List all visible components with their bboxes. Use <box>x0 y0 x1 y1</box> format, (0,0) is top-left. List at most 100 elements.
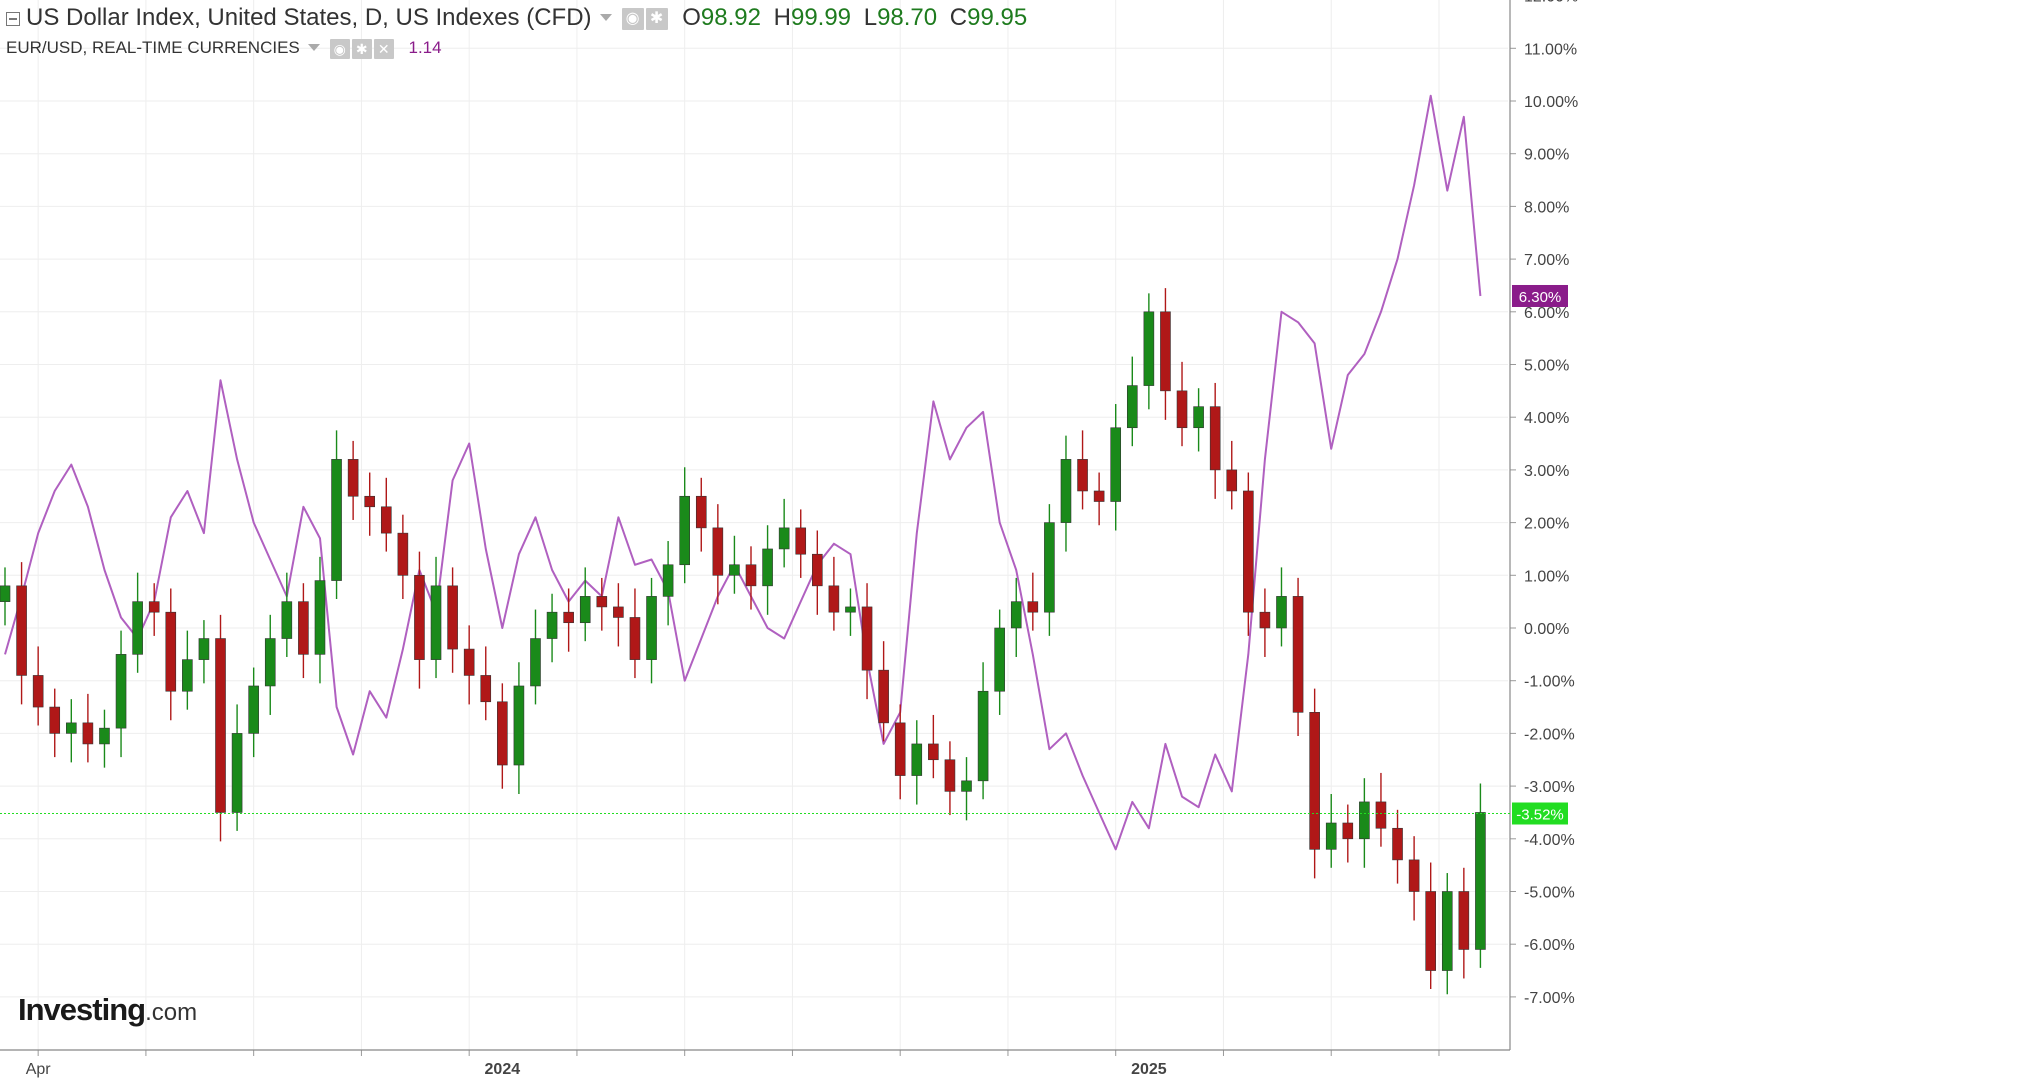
compare-symbol-name[interactable]: EUR/USD, REAL-TIME CURRENCIES <box>6 38 300 57</box>
candle <box>1392 809 1403 884</box>
candle-body <box>1176 390 1188 429</box>
candle-body <box>1060 459 1072 523</box>
logo-brand: Investing <box>18 992 146 1027</box>
candle <box>911 720 923 805</box>
candle <box>812 530 823 615</box>
close-icon[interactable]: ✕ <box>373 38 394 59</box>
candle-body <box>745 564 757 587</box>
candle-body <box>795 527 807 555</box>
candle <box>928 714 939 779</box>
candle <box>845 588 856 636</box>
eye-icon[interactable]: ◉ <box>621 7 644 30</box>
x-tick-label[interactable]: 2024 <box>485 1061 521 1078</box>
candle <box>82 693 94 763</box>
y-tick-label[interactable]: 8.00% <box>1524 199 1569 216</box>
candle <box>1475 783 1486 968</box>
candle <box>961 757 972 821</box>
candle <box>66 699 77 763</box>
candle-body <box>1093 490 1105 502</box>
candle <box>662 541 674 626</box>
caret-down-icon[interactable] <box>599 13 612 21</box>
candle <box>1077 430 1088 510</box>
candle <box>729 535 740 594</box>
candle <box>298 583 309 679</box>
x-tick-label[interactable]: Apr <box>26 1061 52 1078</box>
y-tick-label[interactable]: 0.00% <box>1524 621 1569 638</box>
y-tick-label[interactable]: 7.00% <box>1524 252 1569 269</box>
x-tick-label[interactable]: 2025 <box>1131 1061 1167 1078</box>
candle <box>1110 404 1122 531</box>
y-tick-label[interactable]: 5.00% <box>1524 358 1569 375</box>
candle-body <box>1110 427 1122 502</box>
candle <box>215 614 226 842</box>
caret-down-icon[interactable] <box>307 43 320 51</box>
candle-body <box>1077 459 1088 492</box>
candle <box>380 477 392 552</box>
y-tick-label[interactable]: 2.00% <box>1524 516 1569 533</box>
candle-body <box>1209 406 1221 471</box>
candle <box>513 662 525 795</box>
y-tick-label[interactable]: 9.00% <box>1524 147 1569 164</box>
y-tick-label[interactable]: 4.00% <box>1524 410 1569 427</box>
candle-body <box>0 585 11 602</box>
candle <box>1060 435 1072 552</box>
candle <box>861 583 873 700</box>
candle <box>99 709 110 768</box>
candle <box>828 556 840 631</box>
candle-body <box>1475 812 1486 950</box>
y-tick-label[interactable]: 11.00% <box>1524 41 1577 58</box>
candle <box>944 741 956 816</box>
candle-body <box>1276 596 1287 629</box>
candle <box>1408 836 1420 921</box>
candle <box>281 572 293 657</box>
y-tick-label[interactable]: -7.00% <box>1524 990 1575 1007</box>
y-tick-label[interactable]: -3.00% <box>1524 779 1575 796</box>
main-symbol-name[interactable]: US Dollar Index, United States, D, US In… <box>26 4 592 31</box>
candle-body <box>878 669 889 724</box>
y-tick-label[interactable]: -4.00% <box>1524 832 1575 849</box>
eurusd-line <box>4 94 1482 851</box>
candle <box>430 556 442 679</box>
candle-body <box>248 685 259 734</box>
y-tick-label[interactable]: -1.00% <box>1524 674 1575 691</box>
y-tick-label[interactable]: 1.00% <box>1524 568 1569 585</box>
candle-body <box>712 527 724 576</box>
y-tick-label[interactable]: 3.00% <box>1524 463 1569 480</box>
candle <box>182 630 193 710</box>
candle <box>1259 588 1271 657</box>
candle-body <box>911 743 923 776</box>
gear-icon[interactable]: ✱ <box>351 38 372 59</box>
y-tick-label[interactable]: 10.00% <box>1524 94 1578 111</box>
y-tick-label[interactable]: -5.00% <box>1524 885 1575 902</box>
candle-body <box>1010 601 1022 629</box>
candle <box>878 641 889 742</box>
candle-body <box>1126 385 1138 429</box>
candle-body <box>579 596 591 624</box>
minus-square-icon[interactable] <box>6 12 20 26</box>
candle-body <box>480 675 492 703</box>
eye-icon[interactable]: ◉ <box>329 38 350 59</box>
y-tick-label[interactable]: 12.00% <box>1524 0 1578 6</box>
candle <box>1209 382 1221 499</box>
candle <box>1193 388 1204 452</box>
candle <box>397 514 409 600</box>
candle-body <box>894 722 906 776</box>
candle-body <box>563 611 574 624</box>
candle-body <box>347 459 359 497</box>
y-tick-label[interactable]: 6.00% <box>1524 305 1569 322</box>
candle-body <box>695 495 707 529</box>
gear-icon[interactable]: ✱ <box>645 7 668 30</box>
candle-body <box>961 780 972 792</box>
y-tick-label[interactable]: -6.00% <box>1524 937 1575 954</box>
candle <box>414 551 425 689</box>
candle-body <box>845 606 856 613</box>
candle <box>1160 288 1171 420</box>
x-axis-ticks[interactable]: Apr 2024 2025 <box>26 1061 1167 1078</box>
candle-body <box>182 659 193 692</box>
candle-body <box>1027 601 1039 613</box>
y-axis-ticks[interactable]: 12.00% 11.00% 10.00% 9.00% 8.00% 7.00% 6.00% 5.… <box>1524 0 1578 1007</box>
y-tick-label[interactable]: -2.00% <box>1524 726 1575 743</box>
candle <box>1342 804 1354 863</box>
candle-body <box>629 617 641 660</box>
